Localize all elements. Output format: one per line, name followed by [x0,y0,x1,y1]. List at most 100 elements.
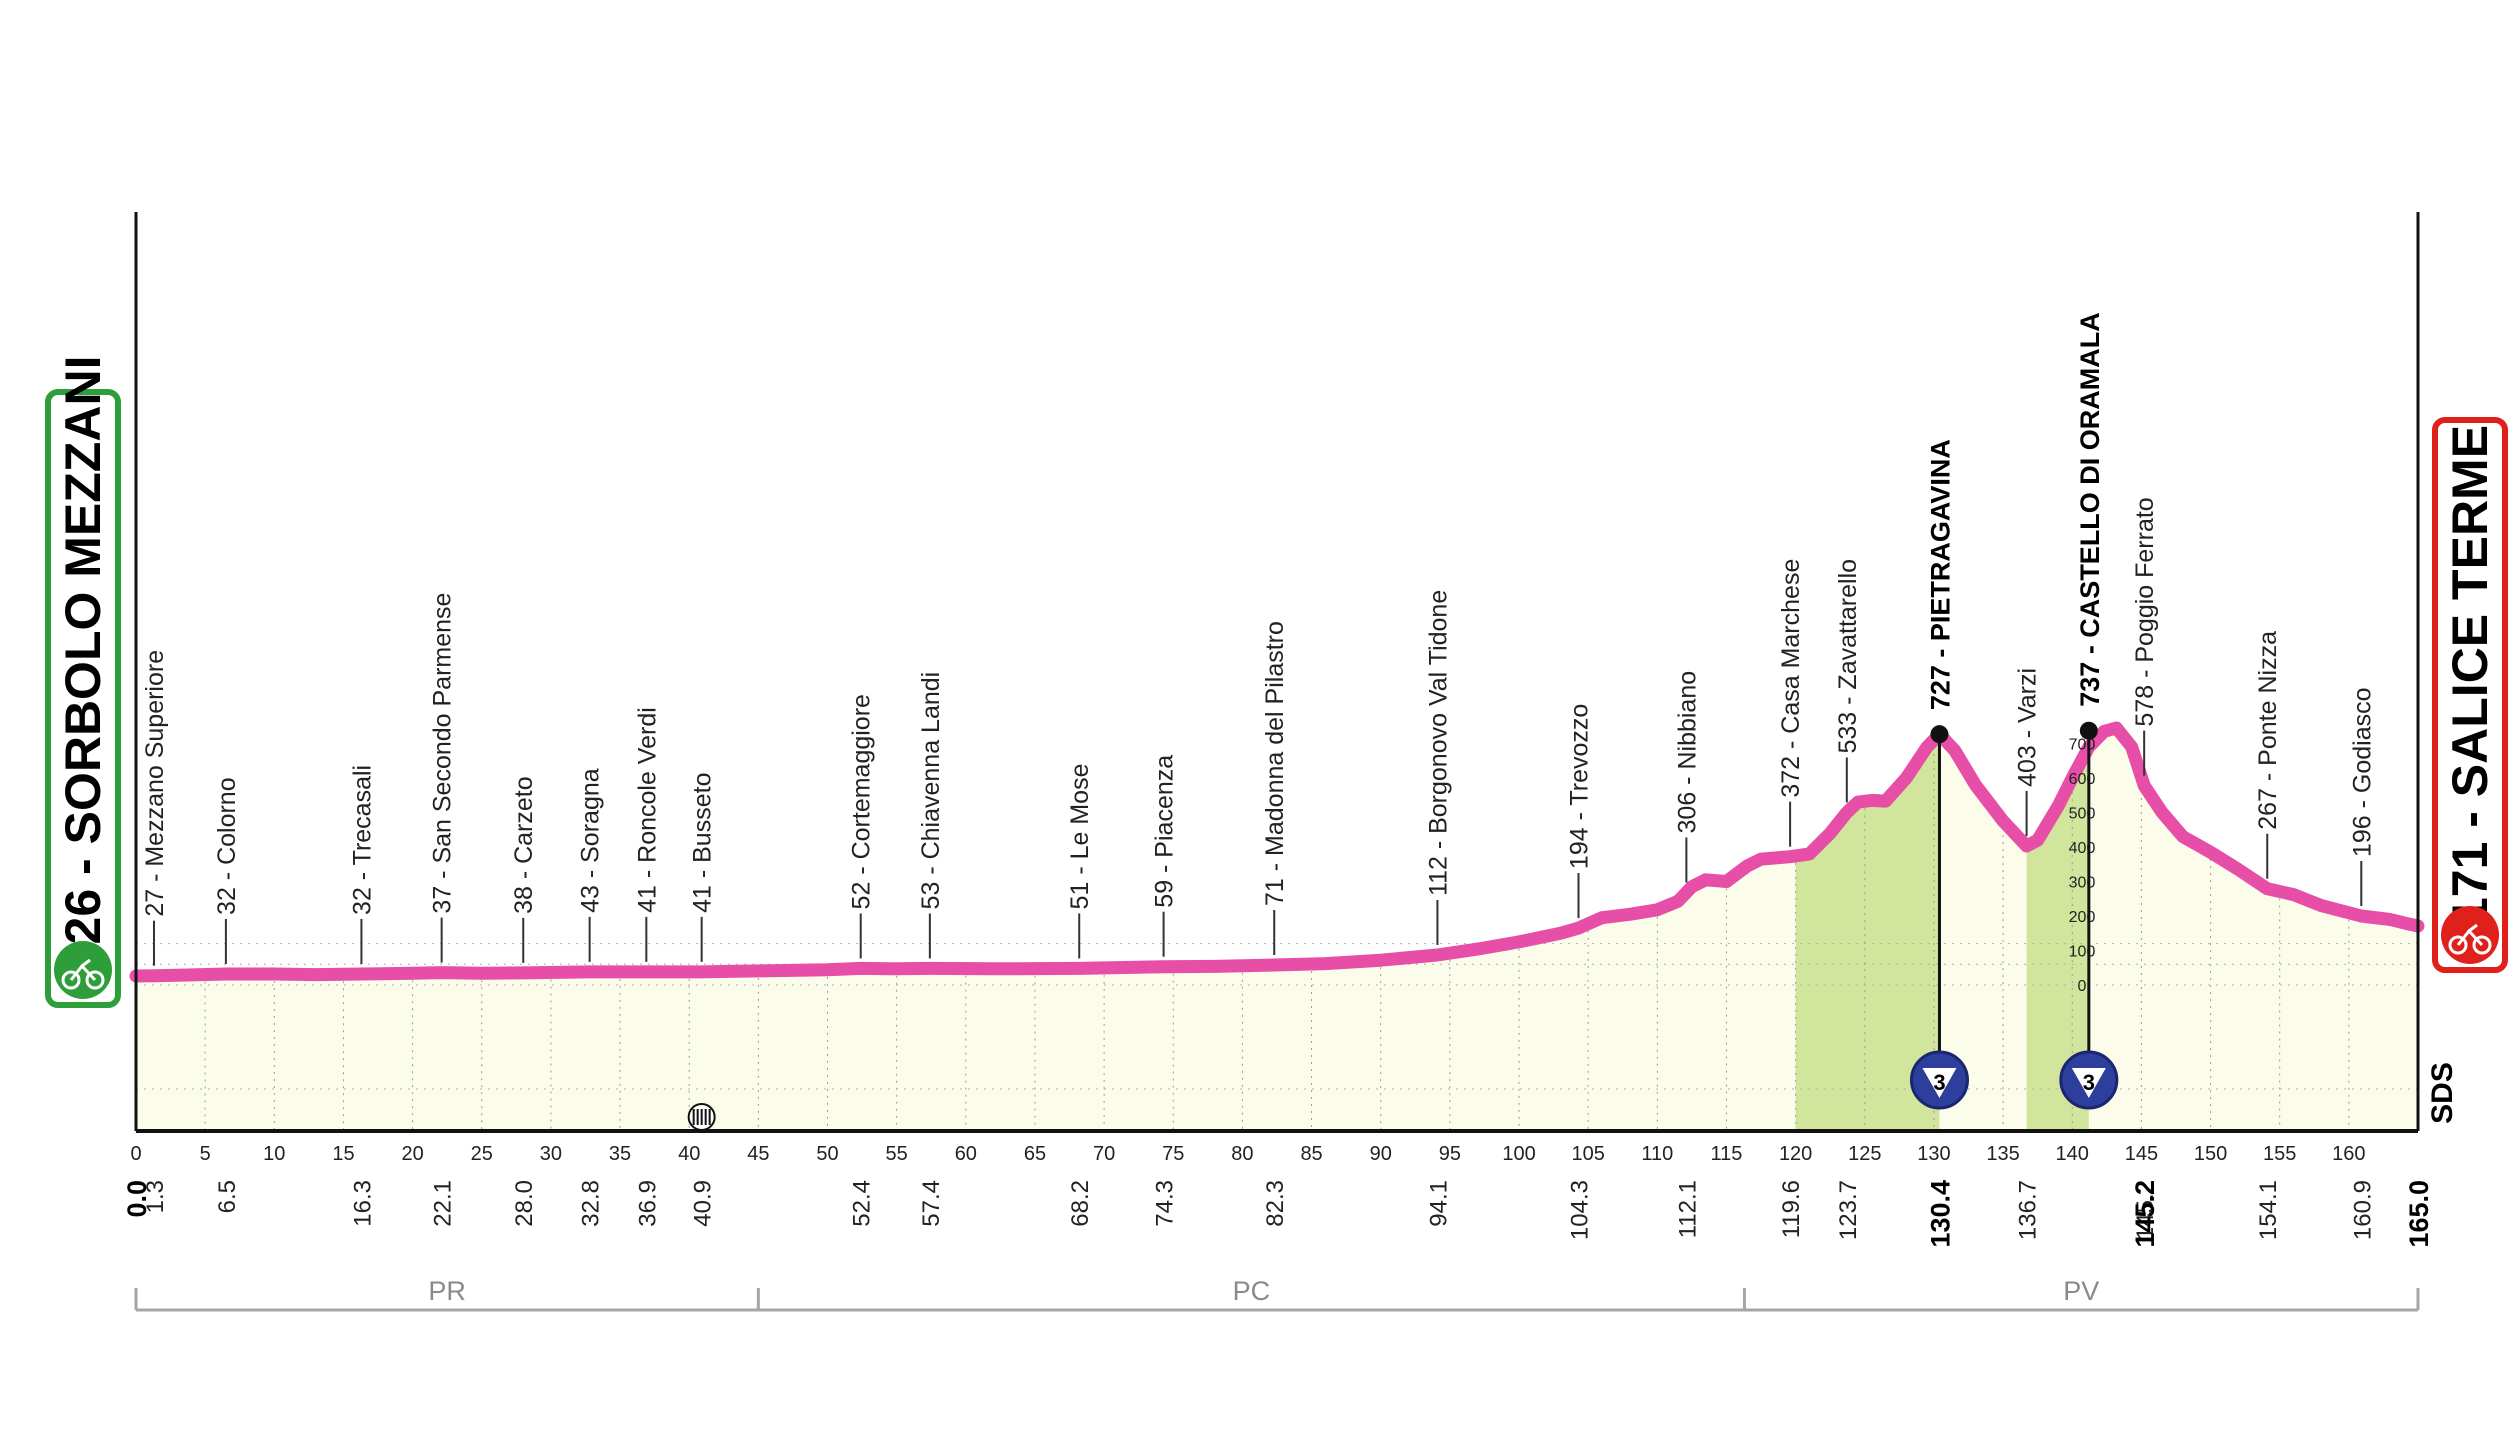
km-tick-label: 45 [747,1143,769,1165]
waypoint-name: 41 - Busseto [689,773,717,913]
waypoint-name: 403 - Varzi [2014,668,2042,787]
waypoint-km: 40.9 [690,1180,717,1227]
finish-town-label: 171 - SALICE TERME [2442,425,2498,925]
waypoint-km: 123.7 [1835,1180,1862,1240]
altitude-tick-label: 600 [2069,771,2096,788]
km-tick-label: 10 [263,1143,285,1165]
waypoint-name: 196 - Godiasco [2348,687,2376,857]
waypoint-km: 104.3 [1567,1180,1594,1240]
start-cyclist-icon [54,941,112,999]
km-tick-label: 135 [1986,1143,2019,1165]
waypoint-name: 43 - Soragna [577,768,605,913]
km-tick-label: 100 [1502,1143,1535,1165]
climb-category-triangle [1922,1068,1957,1098]
altitude-tick-label: 200 [2069,909,2096,926]
km-tick-label: 20 [401,1143,423,1165]
altitude-tick-label: 100 [2069,944,2096,961]
km-tick-label: 150 [2194,1143,2227,1165]
summit-markers: 3 727 - PIETRAGAVINA 3 737 - CASTELLO DI OR… [1909,312,2119,1110]
climb-category-triangle [2071,1068,2106,1098]
region-bar: PR PC PV [134,1276,2420,1312]
km-tick-label: 125 [1848,1143,1881,1165]
km-tick-label: 130 [1917,1143,1950,1165]
waypoint-km: 52.4 [849,1180,876,1227]
waypoint-km: 22.1 [430,1180,457,1227]
waypoint-name: 38 - Carzeto [510,776,538,914]
waypoint-km: 74.3 [1152,1180,1179,1227]
waypoint-km: 28.0 [511,1180,538,1227]
summit-dot [2079,721,2098,740]
km-tick-label: 25 [471,1143,493,1165]
waypoint-km: 119.6 [1778,1180,1805,1238]
km-axis: 0 5 10 15 20 25 30 35 40 45 50 55 60 65 70 75 80 85 90 95 10… [130,1143,2365,1165]
altitude-tick-label: 500 [2069,806,2096,823]
altitude-tick-label: 400 [2069,840,2096,857]
start-box: 26 - SORBOLO MEZZANI [45,356,121,1008]
region-label: PV [2063,1276,2099,1306]
waypoint-name: 37 - San Secondo Parmense [429,593,457,914]
start-bike-glyph [61,958,105,990]
finish-bike-glyph [2448,923,2492,955]
waypoint-name: 41 - Roncole Verdi [633,707,661,913]
waypoint-km: 154.1 [2255,1180,2282,1240]
waypoint-labels: 27 - Mezzano Superiore 1.3 32 - Colorno 6.5… [122,497,2434,1247]
summit-dot [1930,725,1949,744]
waypoint-name: 52 - Cortemaggiore [848,694,876,909]
waypoint-name: 32 - Colorno [213,777,241,915]
waypoint-name: 267 - Ponte Nizza [2254,631,2282,830]
waypoint-name: 71 - Madonna del Pilastro [1261,621,1289,906]
waypoint-km: 112.1 [1674,1180,1701,1238]
waypoint-name: 533 - Zavattarello [1834,559,1862,754]
km-tick-label: 160 [2332,1143,2365,1165]
km-tick-label: 85 [1300,1143,1322,1165]
altitude-tick-label: 300 [2069,875,2096,892]
km-tick-label: 35 [609,1143,631,1165]
waypoint-km: 94.1 [1425,1180,1452,1227]
km-tick-label: 15 [332,1143,354,1165]
waypoint-name: 112 - Borgonovo Val Tidone [1424,590,1452,896]
waypoint-km: 136.7 [2015,1180,2042,1240]
km-tick-label: 0 [130,1143,141,1165]
waypoint-km: 82.3 [1262,1180,1289,1227]
elevation-line [129,721,2425,983]
km-tick-label: 55 [886,1143,908,1165]
km-tick-label: 105 [1571,1143,1604,1165]
waypoint-name: 306 - Nibbiano [1673,671,1701,834]
key-km-label: 130.4 [1925,1180,1955,1248]
altitude-tick-label: 0 [2078,978,2087,995]
start-town-label: 26 - SORBOLO MEZZANI [55,356,111,945]
waypoint-km: 57.4 [918,1180,945,1227]
waypoint-name: 59 - Piacenza [1151,755,1179,908]
region-label: PR [428,1276,466,1306]
km-tick-label: 5 [200,1143,211,1165]
key-km-label: 0.0 [122,1180,152,1218]
region-label: PC [1233,1276,1271,1306]
km-tick-label: 95 [1439,1143,1461,1165]
km-tick-label: 50 [816,1143,838,1165]
waypoint-name: 27 - Mezzano Superiore [141,650,169,917]
waypoint-km: 1.3 [142,1180,169,1213]
km-tick-label: 30 [540,1143,562,1165]
waypoint-name: 372 - Casa Marchese [1777,559,1805,798]
km-tick-label: 140 [2056,1143,2089,1165]
summit-name: 737 - CASTELLO DI ORAMALA [2075,312,2105,707]
waypoint-km: 32.8 [578,1180,605,1227]
key-km-label: 165.0 [2404,1180,2434,1248]
waypoint-km: 16.3 [349,1180,376,1227]
waypoint-km: 68.2 [1067,1180,1094,1227]
km-tick-label: 75 [1162,1143,1184,1165]
km-tick-label: 145 [2125,1143,2158,1165]
profile-line [129,721,2425,983]
km-tick-label: 70 [1093,1143,1115,1165]
km-tick-label: 110 [1641,1143,1673,1165]
waypoint-name: 194 - Trevozzo [1566,704,1594,869]
waypoint-name: 53 - Chiavenna Landi [917,672,945,910]
waypoint-name: 51 - Le Mose [1066,764,1094,910]
km-tick-label: 65 [1024,1143,1046,1165]
km-tick-label: 90 [1370,1143,1392,1165]
km-tick-label: 40 [678,1143,700,1165]
km-tick-label: 155 [2263,1143,2296,1165]
sponsor-logo: SDS [2426,1062,2459,1124]
km-tick-label: 80 [1231,1143,1253,1165]
km-tick-label: 120 [1779,1143,1812,1165]
